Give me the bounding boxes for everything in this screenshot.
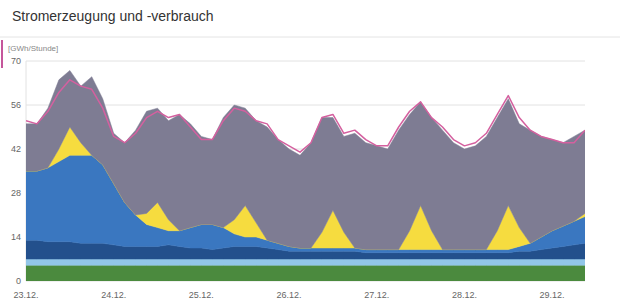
y-tick-label: 70 [11,56,21,66]
line-series [26,80,585,152]
grid-line [26,61,585,62]
area-series [26,265,585,281]
y-tick-label: 14 [11,232,21,242]
grid-line [26,105,585,106]
x-tick-label: 29.12. [540,290,565,300]
y-tick-label: 42 [11,144,21,154]
background [0,0,620,304]
area-series [26,259,585,265]
plot-area [26,70,585,281]
area-series [26,70,585,249]
chart-svg: Stromerzeugung und -verbrauch [GWh/Stunde… [0,0,620,304]
y-tick-label: 0 [16,276,21,286]
y-axis-label: [GWh/Stunde] [8,44,58,53]
x-tick-label: 24.12. [101,290,126,300]
y-tick-label: 56 [11,100,21,110]
x-tick-label: 27.12. [364,290,389,300]
title: Stromerzeugung und -verbrauch [12,8,214,24]
header-separator [0,37,620,38]
x-tick-label: 26.12. [277,290,302,300]
x-tick-label: 23.12. [13,290,38,300]
x-tick-label: 25.12. [189,290,214,300]
accent-bar [1,40,3,68]
chart-container: Stromerzeugung und -verbrauch [GWh/Stunde… [0,0,620,304]
y-tick-label: 28 [11,188,21,198]
x-tick-label: 28.12. [452,290,477,300]
